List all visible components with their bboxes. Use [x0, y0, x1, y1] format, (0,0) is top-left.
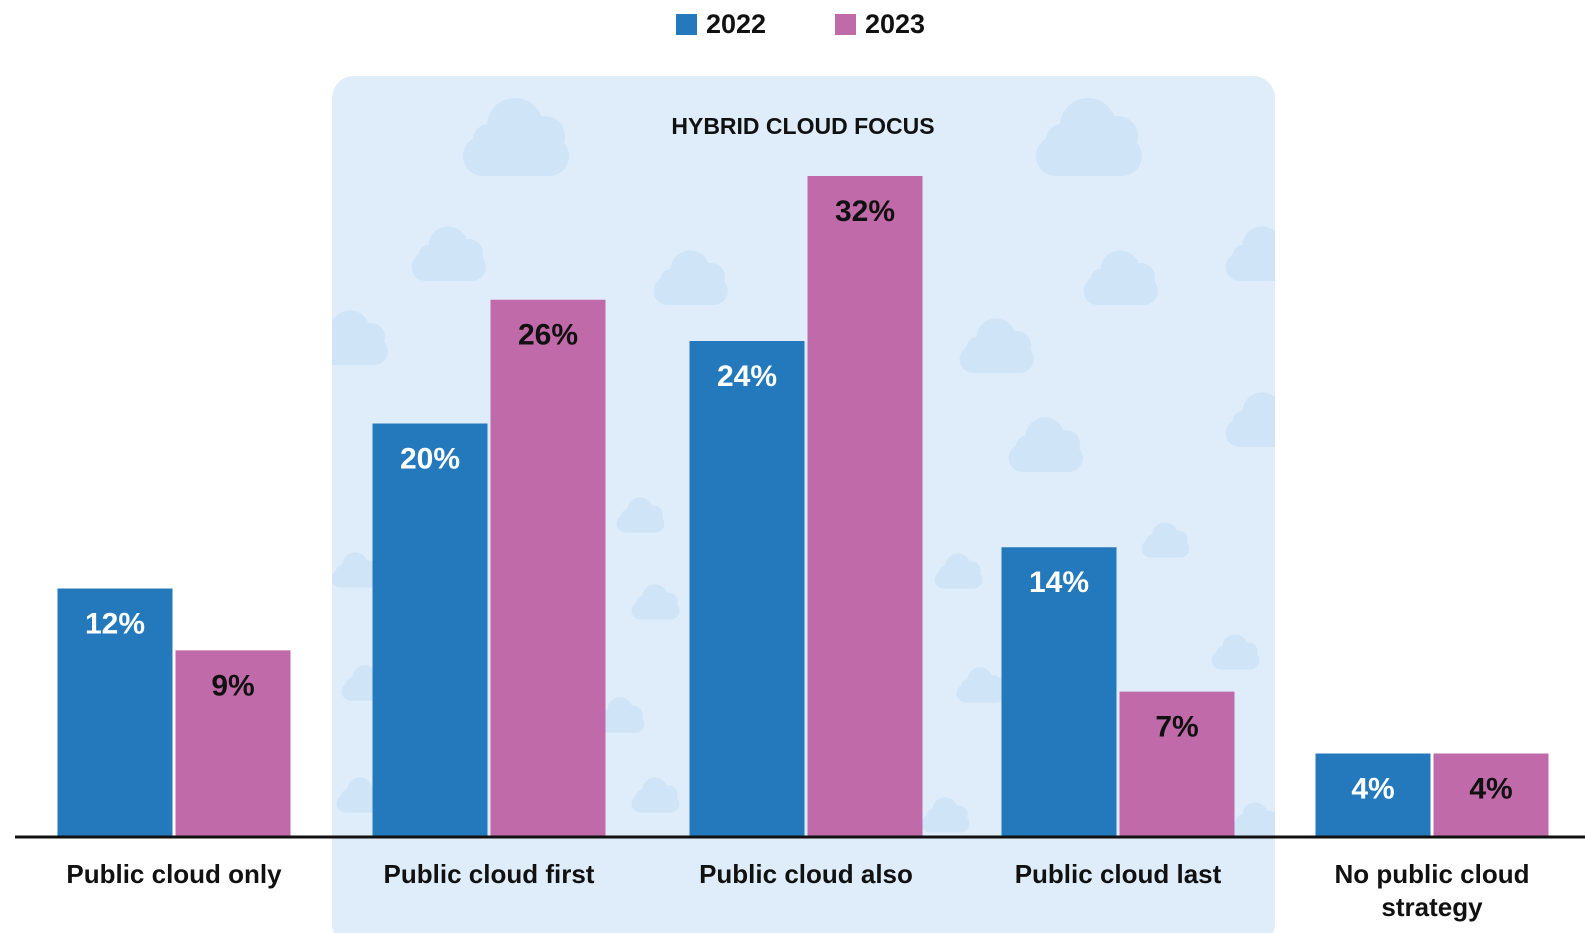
legend-swatch	[835, 14, 856, 35]
bar	[807, 176, 923, 836]
x-tick-label: Public cloud first	[383, 859, 595, 889]
bar	[1433, 753, 1549, 836]
value-label: 32%	[835, 195, 895, 228]
legend-label: 2022	[706, 9, 766, 39]
value-label: 4%	[1469, 772, 1512, 805]
value-label: 14%	[1029, 566, 1089, 599]
value-label: 12%	[85, 607, 145, 640]
legend-swatch	[676, 14, 697, 35]
bar	[57, 588, 173, 836]
value-label: 9%	[211, 669, 254, 702]
annotation: HYBRID CLOUD FOCUS	[671, 113, 934, 139]
bar	[1001, 547, 1117, 836]
value-label: 24%	[717, 360, 777, 393]
x-tick-label: Public cloud also	[699, 859, 913, 889]
legend-label: 2023	[865, 9, 925, 39]
bar	[372, 423, 488, 836]
bar	[689, 341, 805, 836]
bar	[490, 299, 606, 836]
value-label: 26%	[518, 319, 578, 352]
value-label: 4%	[1351, 772, 1394, 805]
x-tick-label: Public cloud last	[1014, 859, 1222, 889]
value-label: 7%	[1155, 711, 1198, 744]
bar	[1119, 691, 1235, 836]
x-tick-label: No public cloud strategy	[1334, 859, 1530, 922]
x-tick-label: Public cloud only	[66, 859, 282, 889]
bar	[1315, 753, 1431, 836]
value-label: 20%	[400, 442, 460, 475]
bar	[175, 650, 291, 836]
